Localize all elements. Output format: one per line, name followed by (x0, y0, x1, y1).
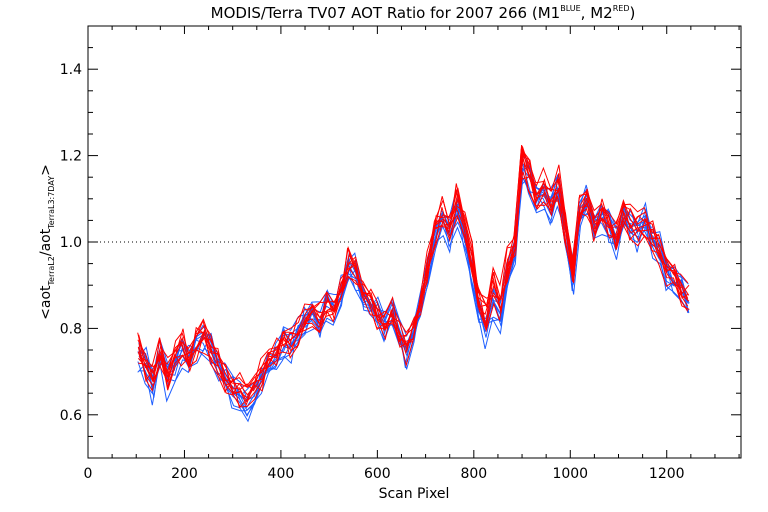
ylabel-sub2: TerraL3:7DAY (47, 176, 56, 230)
series-line (139, 147, 690, 389)
series-line (137, 168, 689, 412)
x-tick-label: 400 (268, 466, 295, 482)
ylabel-p1: <aot (38, 285, 54, 320)
y-tick-label: 0.6 (60, 408, 82, 424)
series-line (138, 149, 689, 388)
y-axis-label: <aotTerraL2/aotTerraL3:7DAY> (38, 164, 56, 320)
x-tick-label: 800 (460, 466, 487, 482)
title-sup-red: RED (613, 4, 630, 13)
series-line (137, 162, 690, 401)
chart-title: MODIS/Terra TV07 AOT Ratio for 2007 266 … (211, 4, 636, 22)
y-tick-label: 1.4 (60, 62, 82, 78)
series-line (138, 148, 689, 403)
series-group (137, 144, 690, 423)
y-tick-label: 1.0 (60, 235, 82, 251)
title-sup-blue: BLUE (560, 4, 580, 13)
x-tick-label: 1000 (552, 466, 588, 482)
title-main: MODIS/Terra TV07 AOT Ratio for 2007 266 … (211, 4, 561, 22)
y-tick-label: 0.8 (60, 321, 82, 337)
ylabel-sub1: TerraL2 (47, 256, 56, 286)
title-mid: , M2 (581, 4, 613, 22)
plot-frame (87, 25, 742, 459)
x-tick-label: 0 (84, 466, 93, 482)
title-end: ) (629, 4, 635, 22)
x-tick-label: 1200 (649, 466, 685, 482)
axis-ticks: 0 200 400 600 800 1000 1200 0.6 0.8 1.0 1.2 1.4 (60, 26, 741, 482)
ylabel-p2: /aot (38, 228, 54, 256)
x-axis-label: Scan Pixel (379, 486, 450, 502)
series-line (138, 155, 690, 392)
x-tick-label: 600 (364, 466, 391, 482)
x-tick-label: 200 (171, 466, 198, 482)
y-tick-label: 1.2 (60, 149, 82, 165)
ylabel-p3: > (38, 164, 54, 176)
series-line (137, 144, 689, 388)
series-line (137, 171, 690, 399)
